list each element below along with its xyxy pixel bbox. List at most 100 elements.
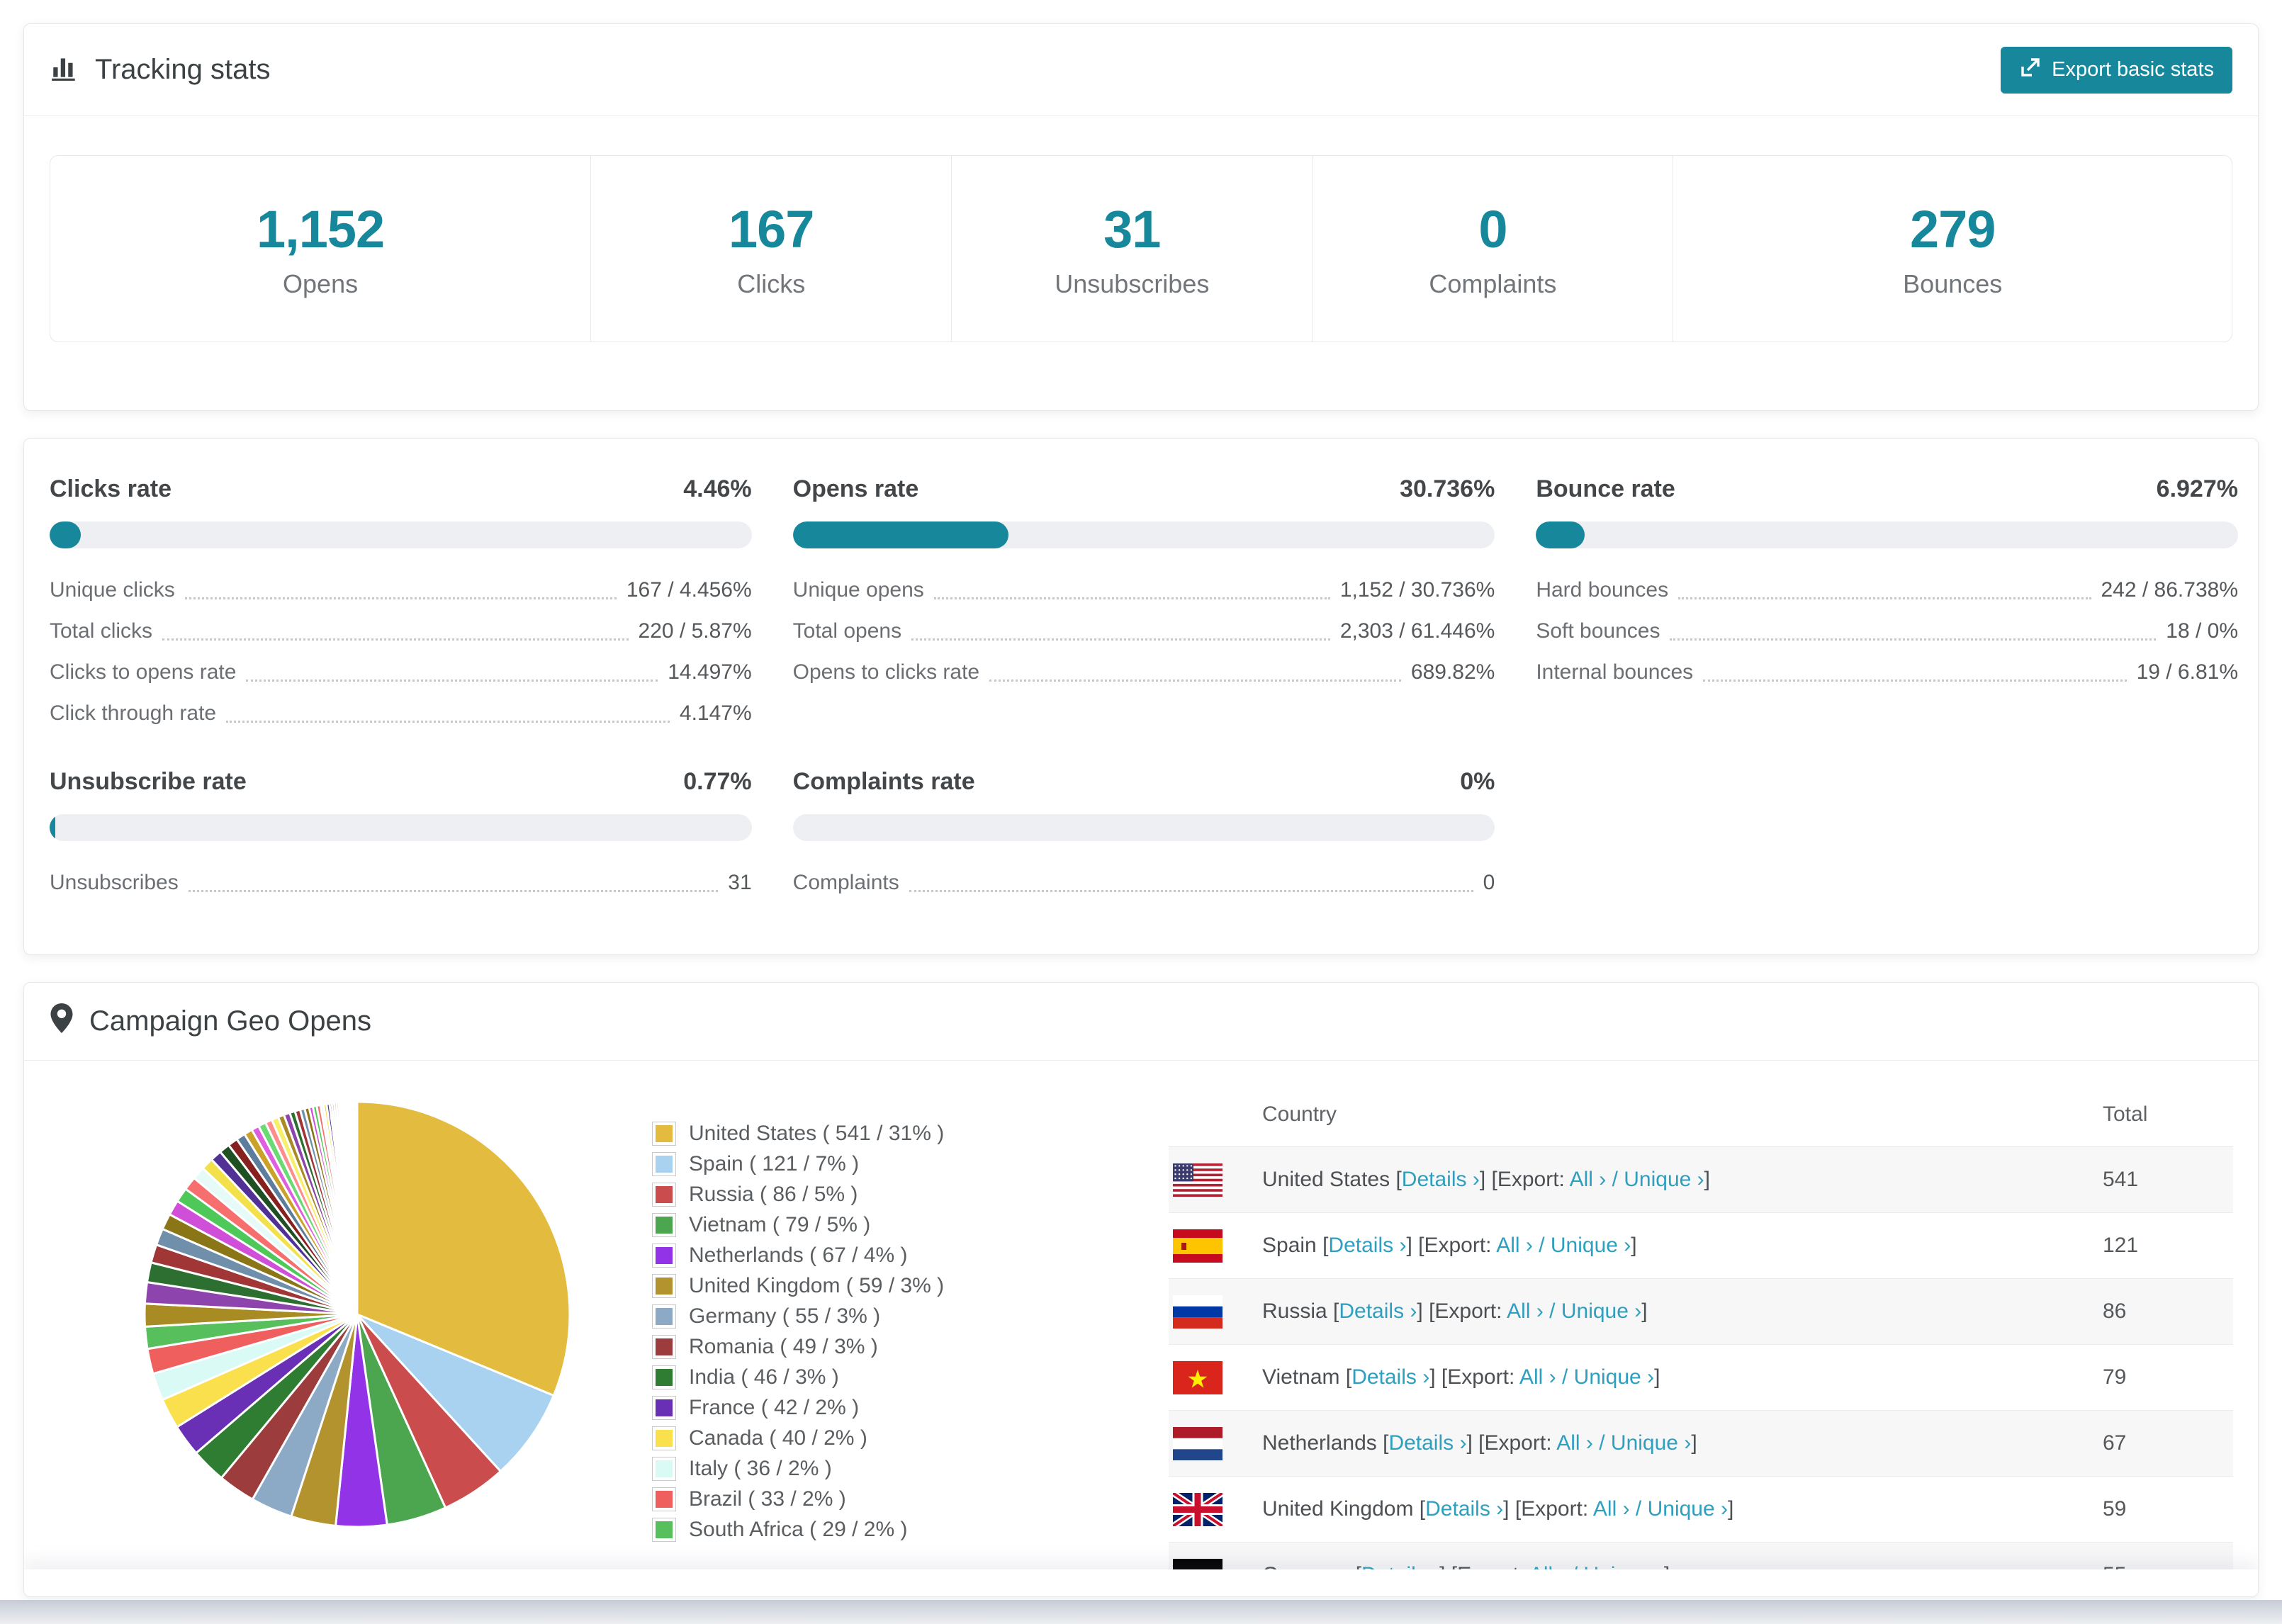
opens-rate-percent: 30.736%: [1400, 475, 1495, 502]
details-link[interactable]: Details ›: [1425, 1497, 1504, 1521]
legend-marker: [652, 1396, 676, 1420]
details-link[interactable]: Details ›: [1401, 1168, 1480, 1191]
export-all-link[interactable]: All ›: [1519, 1365, 1556, 1389]
rate-stat-row: Unique opens 1,152 / 30.736%: [793, 570, 1495, 611]
complaints-rate-block: Complaints rate 0% Complaints 0: [792, 768, 1495, 903]
page-bottom-band: [0, 1600, 2282, 1624]
rate-stat-row: Soft bounces 18 / 0%: [1536, 611, 2238, 652]
country-cell: Russia [Details ›] [Export: All › / Uniq…: [1262, 1299, 1648, 1323]
bar-chart-icon: [50, 52, 79, 89]
rate-stat-row: Unsubscribes 31: [50, 862, 752, 903]
unsubscribe-rate-block: Unsubscribe rate 0.77% Unsubscribes 31: [50, 768, 752, 903]
bounces-count: 279: [1909, 199, 1996, 259]
clicks-label: Clicks: [737, 269, 806, 298]
legend-item: Vietnam ( 79 / 5% ): [652, 1210, 944, 1240]
legend-item: India ( 46 / 3% ): [652, 1363, 944, 1392]
legend-item: Germany ( 55 / 3% ): [652, 1302, 944, 1331]
export-unique-link[interactable]: Unique ›: [1573, 1365, 1655, 1389]
tracking-stats-card: Tracking stats Export basic stats 1,152 …: [23, 23, 2259, 411]
rate-stat-value: 2,303 / 61.446%: [1339, 619, 1495, 643]
legend-marker: [652, 1122, 676, 1146]
geo-title: Campaign Geo Opens: [50, 1003, 371, 1041]
summary-complaints: 0 Complaints: [1312, 156, 1673, 342]
legend-label: Canada ( 40 / 2% ): [689, 1426, 867, 1450]
table-row-ru: Russia [Details ›] [Export: All › / Uniq…: [1169, 1279, 2233, 1345]
unsubscribes-count: 31: [1103, 199, 1161, 259]
rate-stat-value: 19 / 6.81%: [2136, 660, 2238, 684]
export-unique-link[interactable]: Unique ›: [1624, 1168, 1704, 1191]
export-all-link[interactable]: All ›: [1556, 1431, 1593, 1455]
legend-marker: [652, 1152, 676, 1176]
export-all-link[interactable]: All ›: [1592, 1497, 1630, 1521]
opens-rate-progressbar: [792, 521, 1495, 548]
details-link[interactable]: Details ›: [1388, 1431, 1467, 1455]
country-name: Netherlands: [1262, 1431, 1377, 1455]
unsubscribe-rate-title: Unsubscribe rate: [50, 768, 247, 795]
summary-unsubscribes: 31 Unsubscribes: [951, 156, 1312, 342]
legend-item: Netherlands ( 67 / 4% ): [652, 1241, 944, 1270]
complaints-rate-progressbar: [792, 814, 1495, 841]
details-link[interactable]: Details ›: [1339, 1299, 1417, 1323]
rate-stat-value: 167 / 4.456%: [626, 578, 752, 602]
rate-stat-row: Internal bounces 19 / 6.81%: [1536, 652, 2238, 693]
dotted-leader: [989, 680, 1401, 682]
export-unique-link[interactable]: Unique ›: [1647, 1497, 1729, 1521]
campaign-geo-opens-card: Campaign Geo Opens United States ( 541 /…: [23, 982, 2259, 1597]
geo-header: Campaign Geo Opens: [24, 983, 2258, 1061]
rate-stat-value: 0: [1483, 871, 1495, 894]
country-name: Vietnam: [1262, 1365, 1340, 1389]
rate-stat-label: Unique opens: [792, 578, 924, 602]
table-row-vn: Vietnam [Details ›] [Export: All › / Uni…: [1169, 1345, 2233, 1411]
export-prefix: Export:: [1424, 1234, 1492, 1257]
legend-item: Canada ( 40 / 2% ): [652, 1423, 944, 1453]
complaints-count: 0: [1478, 199, 1507, 259]
country-name: United Kingdom: [1262, 1497, 1414, 1521]
legend-label: Vietnam ( 79 / 5% ): [689, 1213, 871, 1236]
legend-item: Italy ( 36 / 2% ): [652, 1454, 944, 1484]
export-prefix: Export:: [1521, 1497, 1589, 1521]
legend-label: Russia ( 86 / 5% ): [689, 1183, 858, 1206]
pie-slice-united-states: [356, 1100, 571, 1397]
unsubscribe-rate-percent: 0.77%: [683, 768, 752, 795]
us-flag-icon: [1173, 1163, 1222, 1197]
export-all-link[interactable]: All ›: [1496, 1234, 1533, 1257]
export-all-link[interactable]: All ›: [1507, 1299, 1544, 1323]
export-unique-link[interactable]: Unique ›: [1561, 1299, 1642, 1323]
dotted-leader: [909, 890, 1473, 892]
legend-item: Romania ( 49 / 3% ): [652, 1332, 944, 1362]
tracking-stats-header: Tracking stats Export basic stats: [24, 24, 2258, 116]
geo-body: United States ( 541 / 31% ) Spain ( 121 /…: [24, 1061, 2258, 1596]
legend-marker: [652, 1335, 676, 1359]
export-prefix: Export:: [1434, 1299, 1502, 1323]
export-unique-link[interactable]: Unique ›: [1550, 1234, 1631, 1257]
details-link[interactable]: Details ›: [1328, 1234, 1407, 1257]
legend-marker: [652, 1487, 676, 1511]
rate-stat-value: 4.147%: [679, 701, 752, 725]
rate-stat-row: Opens to clicks rate 689.82%: [793, 652, 1495, 693]
geo-pie-chart: [137, 1095, 577, 1534]
legend-label: South Africa ( 29 / 2% ): [689, 1518, 908, 1541]
legend-marker: [652, 1518, 676, 1542]
vn-flag-icon: [1173, 1360, 1222, 1394]
details-link[interactable]: Details ›: [1351, 1365, 1430, 1389]
country-cell: Netherlands [Details ›] [Export: All › /…: [1262, 1431, 1697, 1455]
bounce-rate-title: Bounce rate: [1536, 475, 1675, 502]
total-column-header: Total: [2103, 1102, 2148, 1126]
rate-stat-row: Complaints 0: [793, 862, 1495, 903]
legend-label: Italy ( 36 / 2% ): [689, 1457, 832, 1480]
unsubscribes-label: Unsubscribes: [1055, 269, 1210, 298]
export-unique-link[interactable]: Unique ›: [1610, 1431, 1692, 1455]
legend-label: Netherlands ( 67 / 4% ): [689, 1244, 908, 1267]
summary-opens: 1,152 Opens: [50, 156, 590, 342]
complaints-label: Complaints: [1429, 269, 1557, 298]
clicks-count: 167: [728, 199, 814, 259]
rate-stat-label: Soft bounces: [1536, 619, 1660, 643]
export-all-link[interactable]: All ›: [1569, 1168, 1607, 1191]
legend-label: Spain ( 121 / 7% ): [689, 1152, 860, 1175]
legend-label: Romania ( 49 / 3% ): [689, 1335, 878, 1358]
summary-bounces: 279 Bounces: [1673, 156, 2232, 342]
complaints-rate-title: Complaints rate: [792, 768, 975, 795]
export-basic-stats-button[interactable]: Export basic stats: [2001, 46, 2232, 94]
dotted-leader: [1703, 680, 2127, 682]
